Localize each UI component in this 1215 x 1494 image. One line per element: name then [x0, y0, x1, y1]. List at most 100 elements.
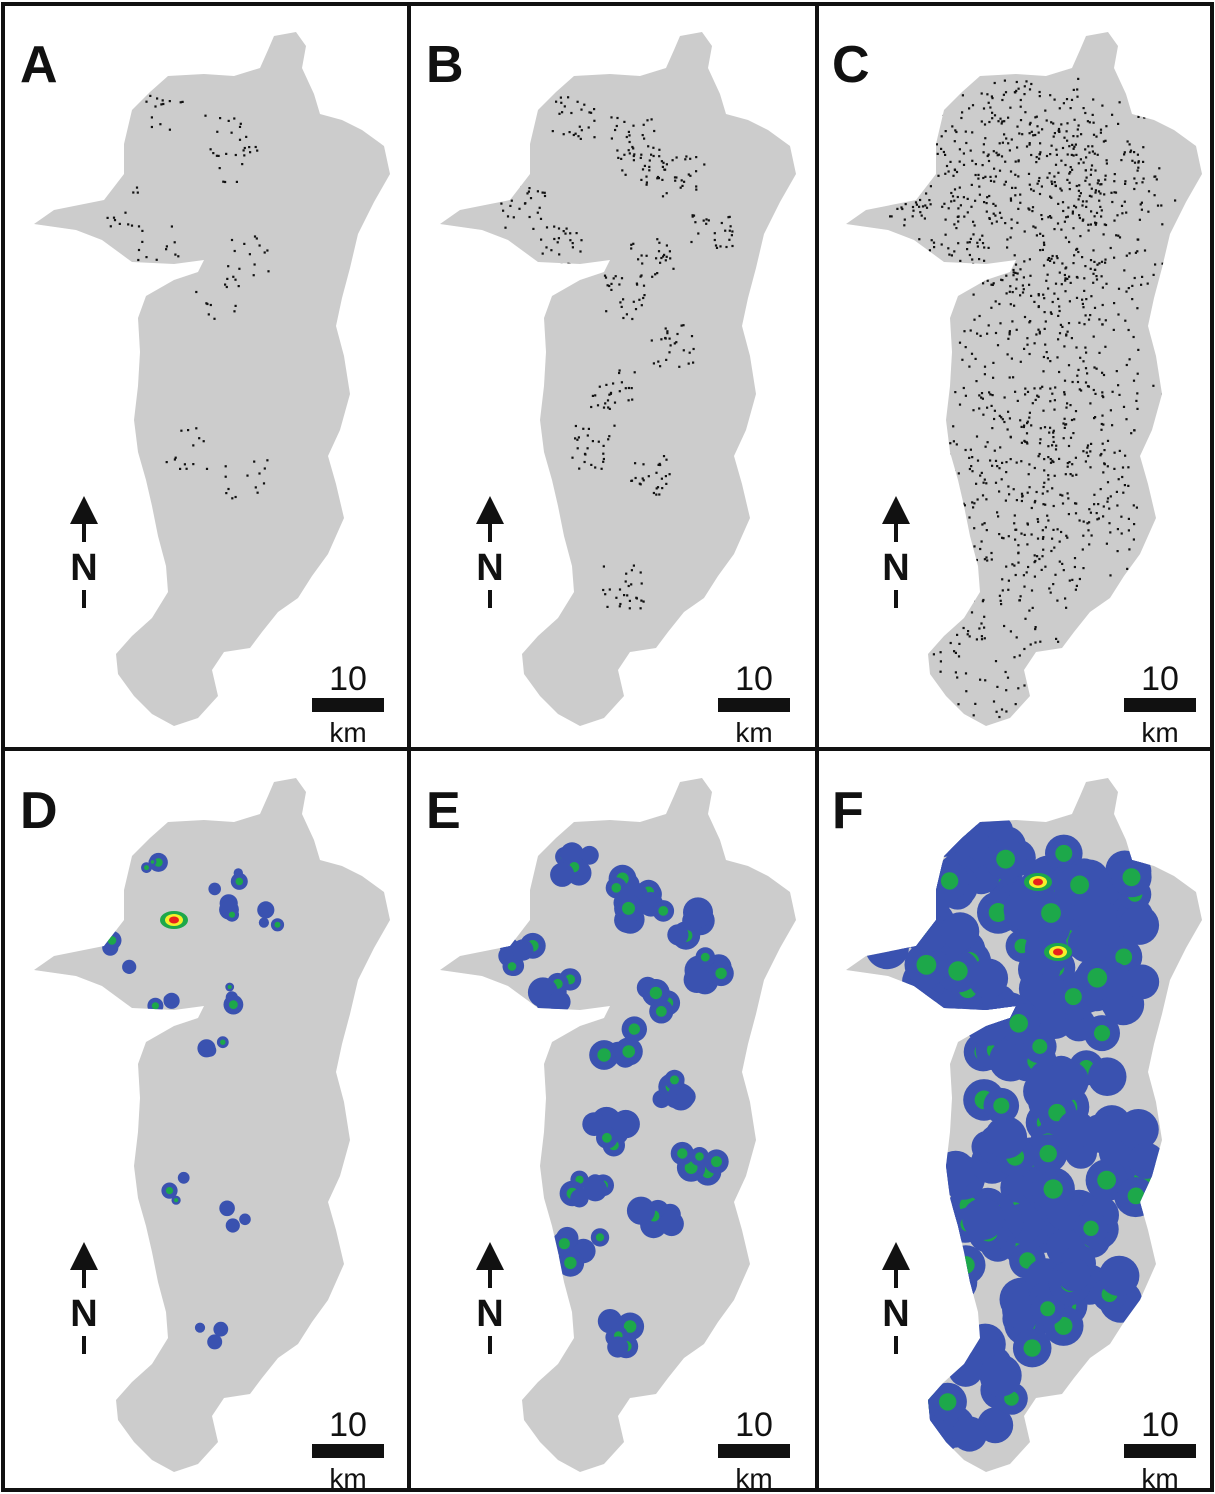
feature-point [944, 104, 947, 107]
feature-point [1104, 258, 1107, 261]
feature-point [1118, 449, 1121, 452]
feature-point [1093, 215, 1096, 218]
feature-point [1105, 159, 1108, 162]
feature-point [227, 119, 230, 122]
feature-point [974, 163, 977, 166]
feature-point [1048, 215, 1052, 218]
feature-point [1072, 262, 1075, 265]
feature-point [647, 475, 650, 478]
feature-point [981, 164, 984, 167]
feature-point [1136, 153, 1139, 156]
density-blob-mid [912, 861, 932, 881]
feature-point [1037, 293, 1040, 296]
density-blob-low [659, 1211, 684, 1237]
feature-point [975, 482, 978, 485]
feature-point [1082, 306, 1085, 309]
feature-point [929, 714, 932, 717]
feature-point [1088, 508, 1091, 511]
feature-point [124, 211, 127, 214]
feature-point [932, 653, 935, 656]
density-blob-low [968, 958, 1009, 999]
density-blob-low [951, 1416, 988, 1452]
feature-point [615, 596, 618, 599]
feature-point [1120, 515, 1123, 518]
panel-label: A [20, 36, 58, 94]
feature-point [602, 565, 605, 568]
feature-point [1050, 196, 1053, 199]
feature-point [1050, 549, 1053, 553]
feature-point [1067, 206, 1070, 209]
feature-point [1033, 300, 1036, 303]
feature-point [645, 175, 648, 178]
feature-point [1066, 122, 1069, 125]
feature-point [1083, 277, 1086, 280]
feature-point [889, 185, 893, 188]
feature-point [1135, 399, 1138, 402]
feature-point [642, 123, 645, 126]
density-blob-mid [1122, 868, 1141, 887]
feature-point [1028, 142, 1031, 145]
feature-point [1028, 321, 1031, 324]
feature-point [991, 111, 994, 114]
feature-point [1075, 584, 1078, 587]
feature-point [1086, 372, 1089, 375]
feature-point [1005, 689, 1008, 692]
feature-point [262, 482, 266, 485]
feature-point [1075, 473, 1078, 476]
region-shape [440, 32, 796, 726]
feature-point [523, 202, 527, 205]
feature-point [908, 178, 911, 181]
feature-point [879, 260, 882, 263]
feature-point [1041, 555, 1044, 558]
feature-point [1005, 292, 1008, 295]
feature-point [234, 304, 237, 307]
feature-point [1121, 466, 1125, 469]
feature-point [1006, 676, 1010, 679]
feature-point [1127, 529, 1130, 532]
feature-point [1088, 183, 1091, 186]
feature-point [1084, 148, 1087, 151]
feature-point [1069, 171, 1072, 174]
feature-point [1099, 205, 1102, 208]
feature-point [628, 607, 631, 610]
feature-point [687, 362, 690, 365]
feature-point [1045, 154, 1049, 158]
feature-point [1105, 125, 1108, 128]
feature-point [1133, 187, 1136, 191]
feature-point [719, 245, 722, 248]
feature-point [1128, 252, 1131, 255]
feature-point [1111, 113, 1114, 116]
feature-point [936, 107, 939, 111]
feature-point [660, 160, 663, 163]
feature-point [1011, 563, 1014, 566]
feature-point [183, 463, 186, 466]
scale-unit: km [329, 717, 366, 748]
feature-point [890, 108, 894, 111]
feature-point [600, 467, 603, 470]
feature-point [996, 511, 999, 514]
feature-point [1038, 95, 1041, 98]
feature-point [927, 74, 930, 77]
feature-point [1039, 232, 1042, 235]
feature-point [956, 195, 959, 199]
feature-point [1131, 284, 1134, 287]
feature-point [1058, 560, 1061, 563]
feature-point [1055, 444, 1058, 447]
feature-point [1049, 400, 1052, 403]
feature-point [1019, 201, 1022, 204]
density-blob-mid [670, 1075, 679, 1085]
feature-point [1067, 513, 1070, 516]
feature-point [620, 305, 623, 308]
feature-point [923, 302, 926, 305]
feature-point [602, 457, 605, 461]
feature-point [1063, 379, 1067, 382]
feature-point [1042, 293, 1045, 296]
density-blob-low [607, 1336, 629, 1358]
feature-point [1012, 274, 1015, 277]
feature-point [995, 710, 998, 713]
feature-point [634, 476, 637, 480]
feature-point [935, 511, 938, 515]
density-blob-mid [700, 952, 710, 962]
feature-point [964, 672, 968, 675]
feature-point [1047, 474, 1050, 477]
